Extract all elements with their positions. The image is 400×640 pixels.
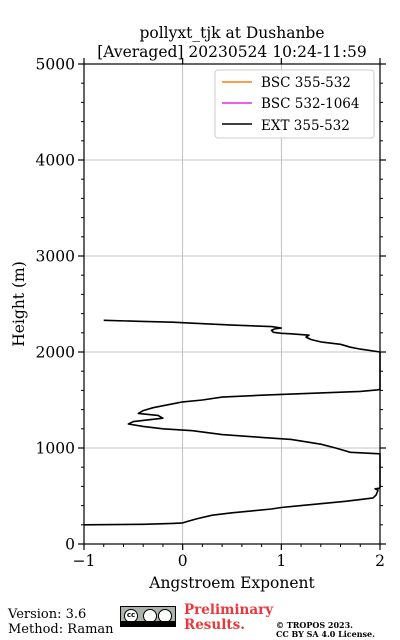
- y-tick-label-1: 1000: [36, 440, 75, 458]
- legend-label-bsc-532-1064: BSC 532-1064: [261, 96, 359, 112]
- chart-svg: pollyxt_tjk at Dushanbe [Averaged] 20230…: [10, 24, 386, 592]
- legend: BSC 355-532 BSC 532-1064 EXT 355-532: [214, 69, 375, 139]
- preliminary-line1: Preliminary: [184, 602, 274, 618]
- series-lines: [83, 319, 381, 526]
- license-text: CC BY SA 4.0 License.: [276, 629, 375, 639]
- y-tick-label-3: 3000: [36, 248, 75, 266]
- y-tick-label-0: 0: [65, 536, 75, 554]
- x-tick-label-1: 0: [178, 552, 188, 570]
- y-tick-label-2: 2000: [36, 344, 75, 362]
- x-axis-label: Angstroem Exponent: [148, 574, 315, 592]
- x-tick-label-2: 1: [276, 552, 286, 570]
- method-text: Method: Raman: [8, 622, 114, 637]
- y-tick-label-5: 5000: [36, 56, 75, 74]
- legend-box: [214, 69, 375, 139]
- grid-lines: [84, 64, 380, 544]
- cc-license-badge: cc: [120, 606, 176, 627]
- cc-badge-bar: [121, 621, 175, 626]
- legend-label-bsc-355-532: BSC 355-532: [261, 75, 351, 91]
- x-tick-label-3: 2: [375, 552, 385, 570]
- version-text: Version: 3.6: [8, 607, 87, 622]
- x-tick-label-0: −1: [73, 552, 96, 570]
- series-line-2: [83, 319, 381, 526]
- legend-label-ext-355-532: EXT 355-532: [261, 118, 350, 134]
- copyright-text: © TROPOS 2023.: [276, 620, 353, 630]
- chart-title-line1: pollyxt_tjk at Dushanbe: [139, 24, 324, 42]
- y-axis-label: Height (m): [10, 261, 28, 347]
- preliminary-line2: Results.: [184, 617, 245, 633]
- y-tick-label-4: 4000: [36, 152, 75, 170]
- plot-area-frame: [83, 63, 381, 545]
- chart-title-line2: [Averaged] 20230524 10:24-11:59: [97, 43, 367, 61]
